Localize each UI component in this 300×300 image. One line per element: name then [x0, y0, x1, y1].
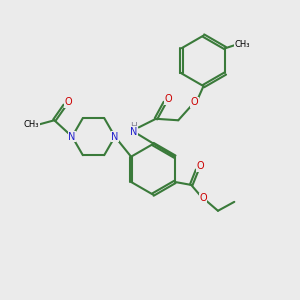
Text: O: O [164, 94, 172, 104]
Text: O: O [64, 98, 72, 107]
Text: O: O [191, 98, 198, 107]
Text: N: N [68, 132, 76, 142]
Text: N: N [111, 132, 118, 142]
Text: O: O [199, 193, 207, 203]
Text: O: O [196, 161, 204, 172]
Text: N: N [130, 127, 137, 136]
Text: CH₃: CH₃ [24, 120, 39, 129]
Text: H: H [130, 122, 137, 131]
Text: CH₃: CH₃ [235, 40, 250, 49]
